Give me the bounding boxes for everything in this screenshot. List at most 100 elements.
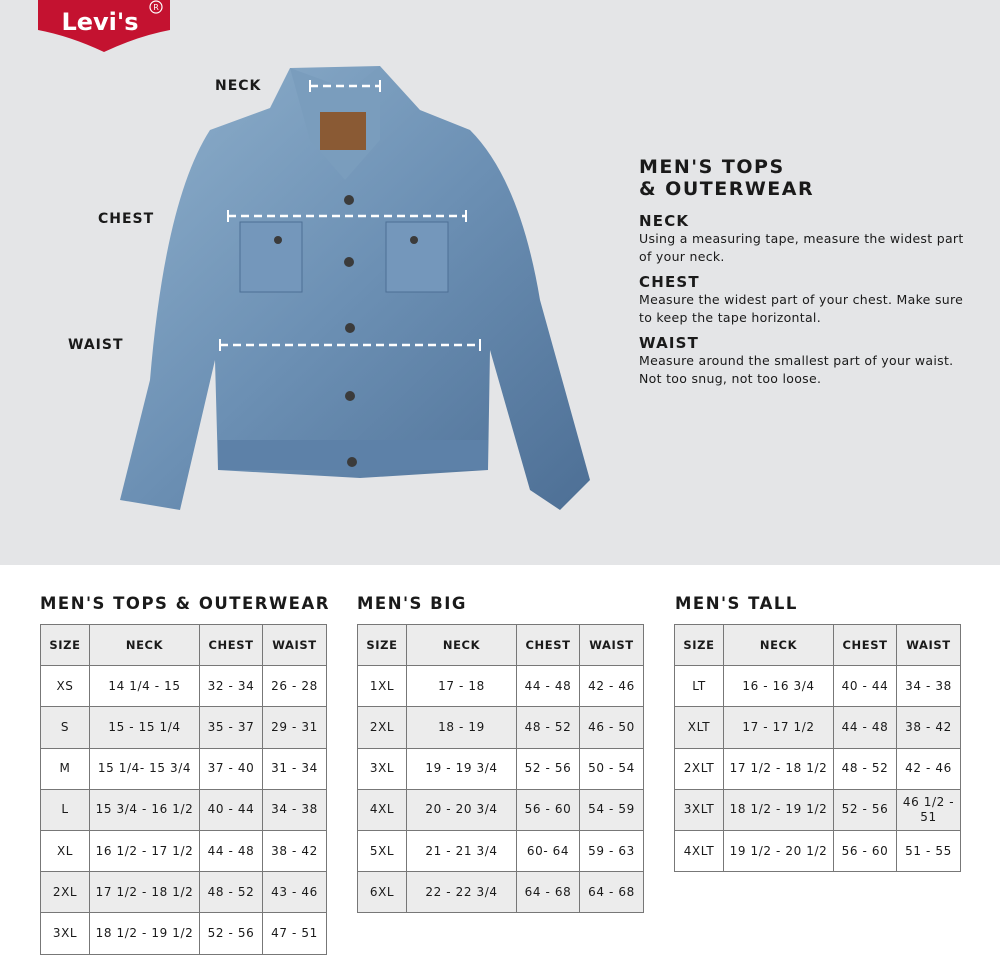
table-cell: 44 - 48 [516, 665, 580, 708]
guide-title: MEN'S TOPS & OUTERWEAR [639, 156, 979, 200]
table-cell: 14 1/4 - 15 [89, 665, 200, 708]
table-cell: M [40, 747, 90, 790]
table-cell: 6XL [357, 871, 407, 914]
table-row: M 15 1/4- 15 3/4 37 - 40 31 - 34 [40, 747, 327, 790]
tops-size-table: SIZE NECK CHEST WAIST XS 14 1/4 - 15 32 - 34 26… [40, 623, 327, 955]
column-header: CHEST [516, 623, 580, 667]
table-cell: 16 - 16 3/4 [723, 665, 834, 708]
table-cell: 52 - 56 [199, 912, 263, 955]
table-cell: 47 - 51 [262, 912, 327, 955]
waist-instructions: Measure around the smallest part of your… [639, 353, 954, 386]
big-size-table: SIZE NECK CHEST WAIST 1XL 17 - 18 44 - 48 42 - … [357, 623, 644, 914]
table-cell: XLT [674, 706, 724, 749]
header-row: SIZE NECK CHEST WAIST [357, 623, 644, 667]
table-cell: 32 - 34 [199, 665, 263, 708]
table-row: 3XL 19 - 19 3/4 52 - 56 50 - 54 [357, 747, 644, 790]
big-table-title: MEN'S BIG [357, 594, 467, 613]
table-row: LT 16 - 16 3/4 40 - 44 34 - 38 [674, 665, 961, 708]
table-cell: 19 1/2 - 20 1/2 [723, 829, 834, 873]
table-cell: XL [40, 829, 90, 873]
table-cell: 17 - 17 1/2 [723, 706, 834, 749]
table-cell: 44 - 48 [199, 829, 263, 873]
table-cell: 31 - 34 [262, 747, 327, 790]
table-cell: 2XLT [674, 747, 724, 790]
column-header: NECK [89, 623, 200, 667]
table-row: 6XL 22 - 22 3/4 64 - 68 64 - 68 [357, 871, 644, 914]
table-cell: 18 1/2 - 19 1/2 [723, 788, 834, 831]
table-row: 4XL 20 - 20 3/4 56 - 60 54 - 59 [357, 788, 644, 831]
table-cell: 48 - 52 [199, 871, 263, 914]
levis-logo: Levi's R [38, 0, 170, 52]
table-cell: LT [674, 665, 724, 708]
guide-title-line1: MEN'S TOPS [639, 156, 785, 178]
chest-label: CHEST [98, 211, 155, 227]
table-cell: 59 - 63 [579, 829, 644, 873]
table-row: 2XL 18 - 19 48 - 52 46 - 50 [357, 706, 644, 749]
table-cell: 35 - 37 [199, 706, 263, 749]
svg-text:R: R [153, 3, 159, 12]
table-cell: 42 - 46 [579, 665, 644, 708]
table-cell: 3XL [357, 747, 407, 790]
denim-jacket-image [120, 66, 590, 510]
table-row: L 15 3/4 - 16 1/2 40 - 44 34 - 38 [40, 788, 327, 831]
table-cell: 46 1/2 - 51 [896, 788, 961, 831]
guide-title-line2: & OUTERWEAR [639, 178, 815, 200]
table-cell: 1XL [357, 665, 407, 708]
table-cell: 18 1/2 - 19 1/2 [89, 912, 200, 955]
table-cell: 44 - 48 [833, 706, 897, 749]
table-cell: 3XL [40, 912, 90, 955]
table-cell: 34 - 38 [262, 788, 327, 831]
table-cell: 3XLT [674, 788, 724, 831]
table-cell: 42 - 46 [896, 747, 961, 790]
table-cell: 17 1/2 - 18 1/2 [723, 747, 834, 790]
table-cell: 34 - 38 [896, 665, 961, 708]
table-cell: 29 - 31 [262, 706, 327, 749]
column-header: CHEST [833, 623, 897, 667]
table-row: S 15 - 15 1/4 35 - 37 29 - 31 [40, 706, 327, 749]
column-header: CHEST [199, 623, 263, 667]
header-row: SIZE NECK CHEST WAIST [40, 623, 327, 667]
column-header: WAIST [579, 623, 644, 667]
tall-table-title: MEN'S TALL [675, 594, 798, 613]
table-cell: 17 - 18 [406, 665, 517, 708]
table-cell: 2XL [357, 706, 407, 749]
table-cell: 4XL [357, 788, 407, 831]
hero-illustration: Levi's R NECK CHEST WAIST MEN'S TOPS & OU… [0, 0, 1000, 565]
header-row: SIZE NECK CHEST WAIST [674, 623, 961, 667]
column-header: WAIST [896, 623, 961, 667]
table-cell: 22 - 22 3/4 [406, 871, 517, 914]
table-cell: 48 - 52 [833, 747, 897, 790]
table-row: XLT 17 - 17 1/2 44 - 48 38 - 42 [674, 706, 961, 749]
table-row: 4XLT 19 1/2 - 20 1/2 56 - 60 51 - 55 [674, 829, 961, 873]
table-cell: 64 - 68 [516, 871, 580, 914]
table-cell: S [40, 706, 90, 749]
table-cell: 50 - 54 [579, 747, 644, 790]
table-cell: XS [40, 665, 90, 708]
column-header: WAIST [262, 623, 327, 667]
table-row: 3XLT 18 1/2 - 19 1/2 52 - 56 46 1/2 - 51 [674, 788, 961, 831]
neck-instructions: Using a measuring tape, measure the wide… [639, 231, 964, 264]
table-cell: 51 - 55 [896, 829, 961, 873]
table-cell: 52 - 56 [516, 747, 580, 790]
table-cell: 56 - 60 [833, 829, 897, 873]
table-cell: 64 - 68 [579, 871, 644, 914]
table-cell: 18 - 19 [406, 706, 517, 749]
column-header: SIZE [357, 623, 407, 667]
table-cell: 4XLT [674, 829, 724, 873]
neck-label: NECK [215, 78, 262, 94]
table-row: 1XL 17 - 18 44 - 48 42 - 46 [357, 665, 644, 708]
table-cell: 38 - 42 [262, 829, 327, 873]
table-cell: 16 1/2 - 17 1/2 [89, 829, 200, 873]
table-row: XS 14 1/4 - 15 32 - 34 26 - 28 [40, 665, 327, 708]
column-header: SIZE [674, 623, 724, 667]
table-cell: 15 - 15 1/4 [89, 706, 200, 749]
table-cell: 56 - 60 [516, 788, 580, 831]
table-cell: 37 - 40 [199, 747, 263, 790]
table-cell: 17 1/2 - 18 1/2 [89, 871, 200, 914]
table-row: 2XL 17 1/2 - 18 1/2 48 - 52 43 - 46 [40, 871, 327, 914]
table-row: XL 16 1/2 - 17 1/2 44 - 48 38 - 42 [40, 829, 327, 873]
waist-label: WAIST [68, 337, 124, 353]
tops-table-title: MEN'S TOPS & OUTERWEAR [40, 594, 330, 613]
table-cell: 26 - 28 [262, 665, 327, 708]
table-row: 3XL 18 1/2 - 19 1/2 52 - 56 47 - 51 [40, 912, 327, 955]
